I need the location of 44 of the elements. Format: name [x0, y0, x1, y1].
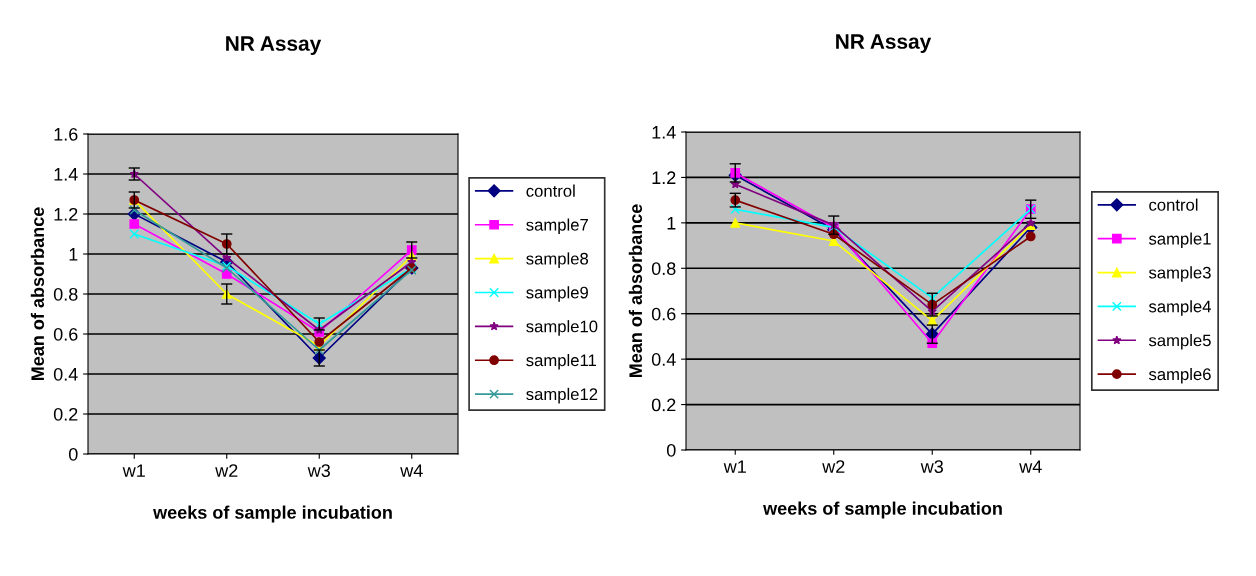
x-tick-label: w2 [215, 464, 238, 477]
x-tick-label: w1 [723, 460, 746, 473]
legend-label: sample1 [1148, 232, 1211, 248]
x-tick-label: w3 [307, 464, 330, 477]
y-tick-label: 0.6 [53, 327, 78, 341]
legend-label: sample11 [526, 353, 596, 370]
y-tick-label: 0.4 [53, 367, 78, 381]
x-axis-title: weeks of sample incubation [763, 501, 1002, 519]
y-axis-title: Mean of absorbance [628, 204, 643, 378]
chart-title: NR Assay [836, 34, 932, 53]
legend-label: sample12 [526, 387, 598, 404]
x-tick-label: w1 [122, 464, 145, 477]
legend-label: sample9 [526, 286, 588, 302]
legend-label: sample7 [526, 218, 588, 235]
legend-label: sample8 [526, 252, 589, 268]
legend-label: sample10 [526, 320, 598, 336]
chart-title: NR Assay [226, 36, 322, 55]
y-tick-label: 1 [69, 248, 78, 261]
legend-label: sample3 [1148, 266, 1211, 282]
y-tick-label: 1.4 [652, 126, 676, 139]
y-axis-title: Mean of absorbance [30, 207, 45, 381]
x-tick-label: w4 [400, 464, 423, 477]
legend-label: sample5 [1148, 334, 1211, 350]
y-tick-label: 0.6 [651, 307, 676, 321]
x-tick-label: w4 [1019, 460, 1042, 473]
y-tick-label: 1.2 [652, 171, 676, 184]
y-tick-label: 0 [666, 443, 676, 457]
x-tick-label: w2 [822, 460, 845, 473]
y-tick-label: 0.2 [53, 407, 78, 421]
x-tick-label: w3 [920, 460, 943, 473]
y-tick-label: 1.6 [54, 127, 78, 141]
legend-label: control [1149, 198, 1198, 211]
y-tick-label: 0.8 [651, 262, 676, 276]
y-tick-label: 0 [68, 447, 78, 461]
y-tick-label: 0.8 [53, 287, 78, 301]
legend-label: sample4 [1148, 300, 1211, 316]
legend-label: sample6 [1148, 367, 1211, 384]
y-tick-label: 1 [667, 216, 676, 230]
x-axis-title: weeks of sample incubation [153, 505, 392, 523]
legend-label: control [526, 184, 575, 197]
y-tick-label: 1.4 [54, 168, 78, 181]
y-tick-label: 0.2 [651, 398, 676, 412]
y-tick-label: 1.2 [54, 207, 78, 221]
y-tick-label: 0.4 [651, 353, 676, 366]
